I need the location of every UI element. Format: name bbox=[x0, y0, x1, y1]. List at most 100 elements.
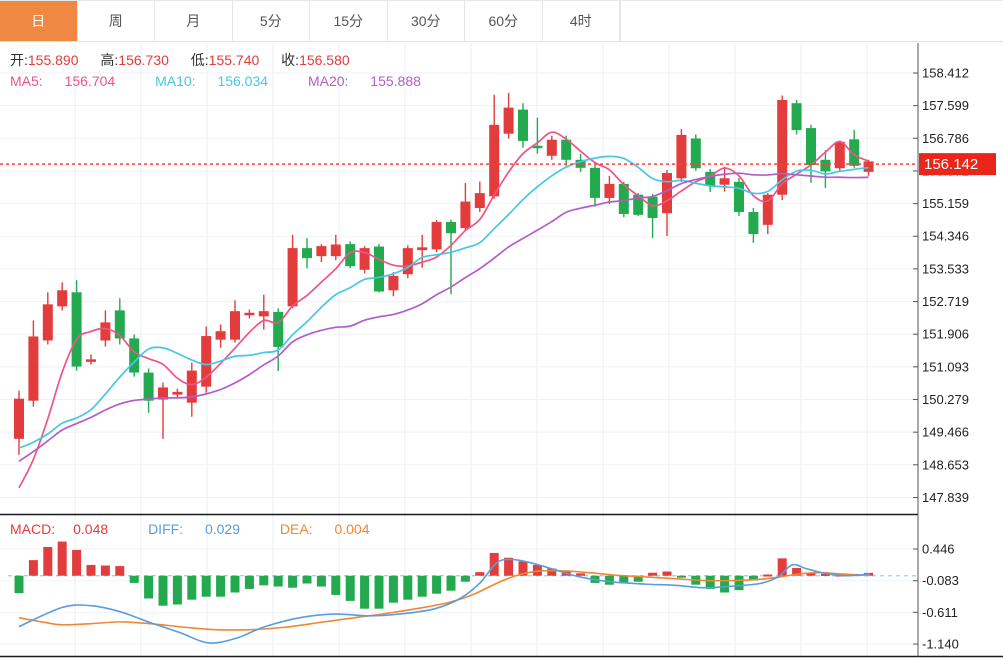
macd-bar[interactable] bbox=[86, 564, 96, 576]
candle[interactable] bbox=[230, 311, 240, 340]
candle[interactable] bbox=[518, 109, 528, 141]
candle[interactable] bbox=[604, 183, 615, 198]
candle[interactable] bbox=[258, 311, 269, 317]
candle[interactable] bbox=[863, 161, 874, 172]
macd-bar[interactable] bbox=[806, 572, 816, 576]
candle[interactable] bbox=[186, 370, 197, 403]
candle[interactable] bbox=[402, 248, 413, 275]
macd-bar[interactable] bbox=[244, 575, 254, 589]
candle[interactable] bbox=[662, 173, 672, 214]
tab-week[interactable]: 周 bbox=[77, 1, 155, 41]
macd-bar[interactable] bbox=[633, 575, 643, 582]
macd-bar[interactable] bbox=[417, 575, 427, 597]
candle[interactable] bbox=[71, 292, 82, 367]
candle[interactable] bbox=[705, 171, 716, 186]
tab-30min[interactable]: 30分 bbox=[387, 1, 465, 41]
macd-bar[interactable] bbox=[734, 575, 744, 591]
candle[interactable] bbox=[590, 167, 600, 198]
macd-bar[interactable] bbox=[388, 575, 398, 603]
macd-bar[interactable] bbox=[748, 575, 758, 581]
candle[interactable] bbox=[417, 247, 428, 251]
macd-bar[interactable] bbox=[475, 572, 485, 576]
candle[interactable] bbox=[42, 304, 53, 341]
candle[interactable] bbox=[849, 139, 860, 166]
macd-bar[interactable] bbox=[532, 564, 542, 576]
macd-bar[interactable] bbox=[115, 566, 125, 576]
candle[interactable] bbox=[215, 331, 226, 340]
macd-bar[interactable] bbox=[187, 575, 197, 600]
candle[interactable] bbox=[618, 183, 629, 214]
macd-bar[interactable] bbox=[705, 575, 715, 589]
macd-bar[interactable] bbox=[547, 568, 557, 576]
candle[interactable] bbox=[316, 246, 327, 257]
macd-bar[interactable] bbox=[316, 575, 326, 587]
macd-bar[interactable] bbox=[820, 573, 830, 576]
candle[interactable] bbox=[158, 387, 168, 400]
candle[interactable] bbox=[28, 336, 39, 401]
candle[interactable] bbox=[374, 246, 384, 292]
tab-15min[interactable]: 15分 bbox=[310, 1, 388, 41]
candle[interactable] bbox=[834, 141, 845, 169]
macd-bar[interactable] bbox=[259, 575, 269, 586]
candle[interactable] bbox=[489, 124, 500, 197]
candle[interactable] bbox=[532, 145, 543, 149]
candle[interactable] bbox=[446, 222, 456, 234]
candle[interactable] bbox=[762, 194, 773, 225]
candle[interactable] bbox=[302, 248, 312, 259]
candle[interactable] bbox=[143, 372, 154, 401]
candle[interactable] bbox=[273, 311, 284, 347]
candle[interactable] bbox=[791, 103, 802, 131]
macd-bar[interactable] bbox=[518, 561, 528, 576]
macd-bar[interactable] bbox=[619, 575, 629, 583]
macd-bar[interactable] bbox=[662, 571, 672, 576]
macd-bar[interactable] bbox=[403, 575, 413, 600]
macd-bar[interactable] bbox=[216, 575, 226, 597]
tab-day[interactable]: 日 bbox=[0, 1, 78, 41]
macd-bar[interactable] bbox=[432, 575, 442, 594]
macd-bar[interactable] bbox=[792, 567, 802, 576]
macd-bar[interactable] bbox=[648, 572, 658, 576]
macd-bar[interactable] bbox=[172, 575, 182, 605]
candle[interactable] bbox=[748, 211, 759, 235]
macd-bar[interactable] bbox=[604, 575, 614, 585]
macd-bar[interactable] bbox=[72, 549, 82, 576]
tab-5min[interactable]: 5分 bbox=[232, 1, 310, 41]
candle[interactable] bbox=[820, 159, 831, 172]
candle[interactable] bbox=[431, 222, 442, 250]
candle[interactable] bbox=[460, 201, 471, 229]
macd-bar[interactable] bbox=[302, 575, 312, 584]
macd-bar[interactable] bbox=[763, 574, 773, 577]
macd-bar[interactable] bbox=[43, 546, 53, 576]
macd-bar[interactable] bbox=[144, 575, 154, 599]
macd-bar[interactable] bbox=[28, 560, 38, 576]
macd-bar[interactable] bbox=[374, 575, 384, 609]
macd-bar[interactable] bbox=[720, 575, 730, 593]
candle[interactable] bbox=[561, 139, 572, 160]
macd-bar[interactable] bbox=[345, 575, 355, 601]
candle[interactable] bbox=[647, 196, 658, 219]
macd-bar[interactable] bbox=[360, 575, 370, 609]
macd-bar[interactable] bbox=[460, 575, 470, 582]
candle[interactable] bbox=[690, 138, 701, 169]
candle[interactable] bbox=[14, 398, 24, 439]
candle[interactable] bbox=[129, 338, 140, 373]
candle[interactable] bbox=[719, 178, 730, 185]
macd-bar[interactable] bbox=[230, 575, 240, 593]
macd-bar[interactable] bbox=[331, 575, 341, 595]
candle[interactable] bbox=[330, 244, 341, 257]
candle[interactable] bbox=[100, 322, 111, 341]
candle[interactable] bbox=[201, 336, 212, 387]
macd-bar[interactable] bbox=[100, 565, 110, 576]
macd-bar[interactable] bbox=[158, 575, 168, 606]
candle[interactable] bbox=[806, 128, 816, 166]
tab-4hour[interactable]: 4时 bbox=[542, 1, 620, 41]
candle[interactable] bbox=[575, 159, 586, 168]
macd-bar[interactable] bbox=[273, 575, 283, 587]
macd-bar[interactable] bbox=[504, 557, 514, 576]
candle[interactable] bbox=[388, 275, 399, 291]
macd-bar[interactable] bbox=[57, 541, 67, 576]
tab-60min[interactable]: 60分 bbox=[465, 1, 543, 41]
candle[interactable] bbox=[287, 248, 298, 307]
candle[interactable] bbox=[734, 181, 744, 212]
candle[interactable] bbox=[359, 248, 370, 270]
